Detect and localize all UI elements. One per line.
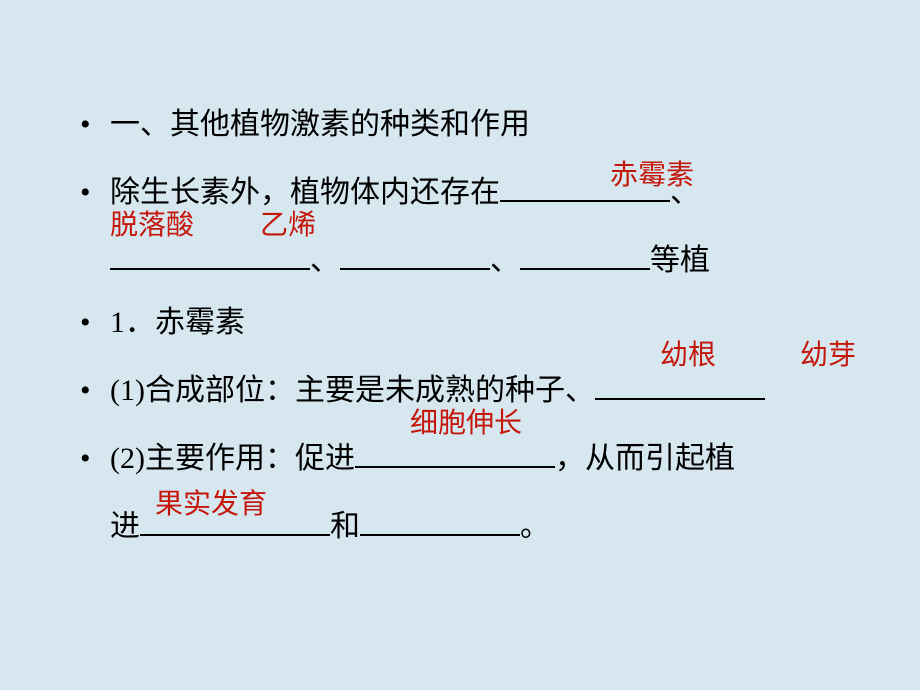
text-line-4: •1．赤霉素 xyxy=(80,308,920,338)
text: (1)合成部位：主要是未成熟的种子、 xyxy=(110,374,595,407)
blank-2 xyxy=(110,240,310,270)
text: 和 xyxy=(330,510,360,543)
answer-5: 幼芽 xyxy=(800,342,856,370)
text: 1．赤霉素 xyxy=(110,306,245,339)
blank-5 xyxy=(595,370,765,400)
blank-6 xyxy=(355,438,555,468)
answer-2: 脱落酸 xyxy=(110,212,194,240)
bullet: • xyxy=(80,110,110,140)
text: 、 xyxy=(310,244,340,277)
answer-3: 乙烯 xyxy=(260,212,316,240)
blank-4 xyxy=(520,240,650,270)
answer-6: 细胞伸长 xyxy=(410,410,522,438)
blank-8 xyxy=(360,506,520,536)
text-line-5: •(1)合成部位：主要是未成熟的种子、 幼根 幼芽 xyxy=(80,370,920,406)
answer-7: 果实发育 xyxy=(155,491,267,519)
text: 除生长素外，植物体内还存在 xyxy=(110,176,500,209)
text-line-6: •(2)主要作用：促进，从而引起植 细胞伸长 xyxy=(80,438,920,474)
text: 等植 xyxy=(650,244,710,277)
answer-1: 赤霉素 xyxy=(610,162,694,190)
slide: •一、其他植物激素的种类和作用 •除生长素外，植物体内还存在、 赤霉素 、、等植… xyxy=(0,0,920,690)
text: 。 xyxy=(520,510,550,543)
heading-line: •一、其他植物激素的种类和作用 xyxy=(80,110,920,140)
text-line-3: 、、等植 脱落酸 乙烯 xyxy=(80,240,920,276)
heading-text: 一、其他植物激素的种类和作用 xyxy=(110,108,530,141)
text: 、 xyxy=(490,244,520,277)
answer-4: 幼根 xyxy=(660,342,716,370)
text: (2)主要作用：促进 xyxy=(110,442,355,475)
blank-3 xyxy=(340,240,490,270)
bullet: • xyxy=(80,308,110,338)
text-line-2: •除生长素外，植物体内还存在、 赤霉素 xyxy=(80,172,920,208)
text: 进 xyxy=(110,510,140,543)
text: ，从而引起植 xyxy=(555,442,735,475)
text-line-7: 进和。 果实发育 xyxy=(80,506,920,542)
bullet: • xyxy=(80,178,110,208)
bullet: • xyxy=(80,444,110,474)
bullet: • xyxy=(80,376,110,406)
